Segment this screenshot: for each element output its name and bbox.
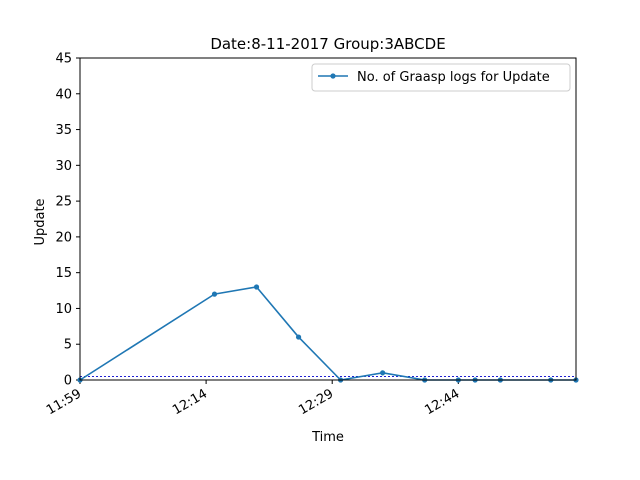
legend-box [311, 63, 571, 92]
chart-title: Date:8-11-2017 Group:3ABCDE [210, 35, 445, 53]
y-axis-label: Update [33, 198, 48, 245]
data-point [253, 284, 260, 290]
y-axis-ticks: 0 5 10 15 20 25 30 35 40 45 [55, 52, 80, 389]
y-tick-label: 30 [55, 159, 72, 174]
data-point [211, 291, 218, 297]
x-axis-label: Time [311, 430, 344, 445]
y-tick-label: 15 [55, 266, 72, 281]
y-tick-label: 10 [55, 302, 72, 317]
data-point [295, 334, 302, 340]
y-tick-label: 0 [64, 374, 72, 389]
legend: No. of Graasp logs for Update [311, 63, 571, 92]
y-tick-label: 5 [64, 338, 72, 353]
legend-label: No. of Graasp logs for Update [357, 70, 550, 85]
y-tick-label: 40 [55, 87, 72, 102]
plot-frame [79, 57, 577, 381]
y-tick-label: 20 [55, 230, 72, 245]
y-tick-label: 35 [55, 123, 72, 138]
y-tick-label: 45 [55, 52, 72, 67]
y-tick-label: 25 [55, 195, 72, 210]
data-point [380, 370, 386, 376]
legend-marker [330, 73, 336, 79]
